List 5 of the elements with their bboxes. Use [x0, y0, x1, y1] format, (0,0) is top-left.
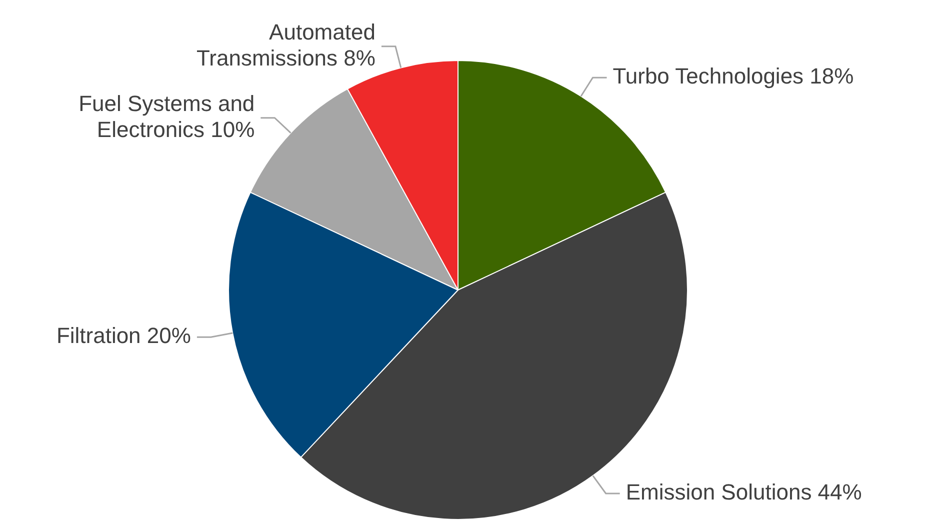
slice-label: Turbo Technologies 18% [612, 64, 854, 89]
slice-label: Fuel Systems and Electronics 10% [78, 90, 255, 142]
slice-label: Automated Transmissions 8% [196, 19, 376, 70]
slice-label: Emission Solutions 44% [626, 480, 862, 505]
slice-label: Filtration 20% [56, 323, 191, 348]
